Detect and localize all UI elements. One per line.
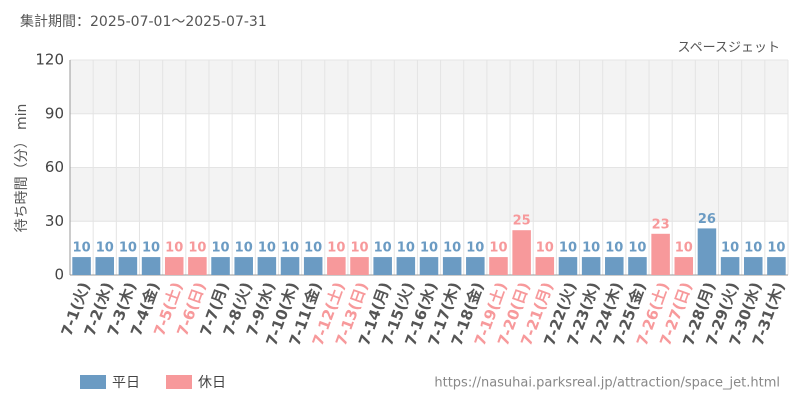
bar xyxy=(257,257,277,275)
value-label: 10 xyxy=(374,241,392,256)
value-label: 10 xyxy=(443,241,461,256)
y-tick-label: 30 xyxy=(45,212,64,230)
bar xyxy=(651,233,670,275)
legend-label: 平日 xyxy=(112,375,140,391)
value-label: 10 xyxy=(119,241,137,256)
bar xyxy=(188,257,207,275)
value-label: 10 xyxy=(744,241,762,256)
bar xyxy=(95,257,115,275)
bar xyxy=(396,257,416,275)
y-axis-label: 待ち時間（分） min xyxy=(14,104,30,233)
bar xyxy=(697,228,717,275)
value-label: 10 xyxy=(235,241,253,256)
source-url: https://nasuhai.parksreal.jp/attraction/… xyxy=(434,376,780,391)
bar xyxy=(350,257,369,275)
y-tick-label: 0 xyxy=(54,266,64,284)
y-tick-label: 90 xyxy=(45,104,64,122)
value-label: 10 xyxy=(281,241,299,256)
bar xyxy=(72,257,91,275)
bar xyxy=(767,257,786,275)
bar xyxy=(211,257,230,275)
bar xyxy=(605,257,624,275)
bar xyxy=(280,257,300,275)
bar xyxy=(164,257,184,275)
bar xyxy=(234,257,253,275)
value-label: 10 xyxy=(767,241,785,256)
bar xyxy=(141,257,161,275)
bar xyxy=(720,257,740,275)
value-label: 10 xyxy=(258,241,276,256)
bar xyxy=(303,257,323,275)
value-label: 10 xyxy=(73,241,91,256)
value-label: 10 xyxy=(188,241,206,256)
value-label: 10 xyxy=(559,241,577,256)
value-label: 23 xyxy=(652,217,670,232)
value-label: 10 xyxy=(327,241,345,256)
value-label: 10 xyxy=(165,241,183,256)
bar xyxy=(442,257,462,275)
value-label: 10 xyxy=(212,241,230,256)
value-label: 10 xyxy=(489,241,507,256)
legend-swatch xyxy=(166,375,192,389)
bar xyxy=(373,257,392,275)
value-label: 10 xyxy=(96,241,114,256)
value-label: 10 xyxy=(350,241,368,256)
y-tick-label: 60 xyxy=(45,158,64,176)
value-label: 10 xyxy=(397,241,415,256)
bar xyxy=(674,257,694,275)
bar xyxy=(743,257,763,275)
bar xyxy=(489,257,508,275)
grid-band xyxy=(70,60,788,114)
value-label: 10 xyxy=(142,241,160,256)
y-tick-label: 120 xyxy=(35,51,64,69)
chart-subtitle: スペースジェット xyxy=(678,41,780,56)
value-label: 25 xyxy=(513,214,531,229)
bar xyxy=(535,257,555,275)
value-label: 10 xyxy=(536,241,554,256)
value-label: 26 xyxy=(698,212,716,227)
value-label: 10 xyxy=(675,241,693,256)
bar xyxy=(581,257,601,275)
bar xyxy=(628,257,647,275)
bar xyxy=(512,230,531,275)
value-label: 10 xyxy=(304,241,322,256)
value-label: 10 xyxy=(582,241,600,256)
legend-label: 休日 xyxy=(198,375,226,391)
value-label: 10 xyxy=(605,241,623,256)
bar xyxy=(558,257,578,275)
bar xyxy=(466,257,485,275)
grid-band xyxy=(70,167,788,222)
legend-swatch xyxy=(80,375,106,389)
bar xyxy=(327,257,346,275)
bar xyxy=(118,257,138,275)
chart-title: 集計期間：2025-07-01～2025-07-31 xyxy=(20,13,267,30)
value-label: 10 xyxy=(628,241,646,256)
value-label: 10 xyxy=(721,241,739,256)
bar xyxy=(419,257,439,275)
value-label: 10 xyxy=(466,241,484,256)
value-label: 10 xyxy=(420,241,438,256)
